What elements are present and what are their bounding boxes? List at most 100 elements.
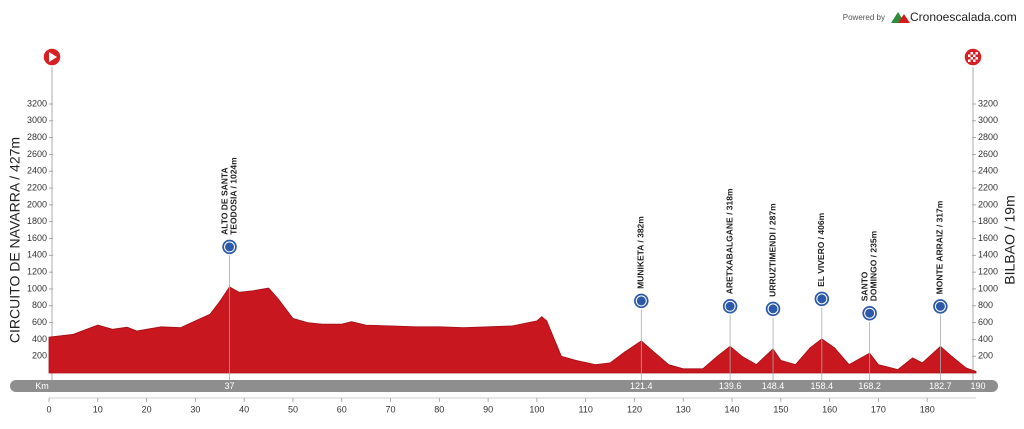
y-tick-label-left: 2000 bbox=[27, 199, 47, 209]
x-tick-label: 140 bbox=[725, 404, 740, 414]
climb-label: TEODOSIA / 1024m bbox=[228, 157, 238, 235]
climb-marker-ring bbox=[635, 295, 647, 307]
climb-marker bbox=[632, 292, 651, 310]
climb-marker bbox=[764, 300, 782, 318]
finish-icon bbox=[963, 47, 983, 67]
y-tick-label-left: 1800 bbox=[27, 216, 47, 226]
climb-marker-ring bbox=[934, 300, 946, 312]
x-tick-label: 160 bbox=[822, 404, 837, 414]
x-tick-label: 100 bbox=[529, 404, 544, 414]
climb-label: ARETXABALGANE / 318m bbox=[724, 188, 734, 294]
x-tick-label: 0 bbox=[46, 404, 51, 414]
profile-area bbox=[48, 286, 977, 374]
x-tick-label: 50 bbox=[288, 404, 298, 414]
y-tick-label-right: 2000 bbox=[978, 199, 998, 209]
km-bar-label: 37 bbox=[225, 381, 235, 391]
x-tick-label: 120 bbox=[627, 404, 642, 414]
climb-marker-ring bbox=[224, 241, 236, 253]
y-tick-label-left: 600 bbox=[32, 317, 47, 327]
climb-marker-circle bbox=[721, 297, 739, 316]
y-tick-label-right: 800 bbox=[978, 300, 993, 310]
climb-marker-circle bbox=[813, 290, 831, 308]
km-bar-label: 168.2 bbox=[858, 381, 881, 391]
climb-marker-circle bbox=[632, 292, 651, 310]
start-icon bbox=[42, 47, 62, 67]
brand-logo bbox=[891, 12, 910, 23]
x-tick-label: 150 bbox=[773, 404, 788, 414]
x-tick-label: 40 bbox=[239, 404, 249, 414]
brand: Cronoescalada.com bbox=[910, 10, 1017, 24]
y-tick-label-left: 1400 bbox=[27, 250, 47, 260]
y-tick-label-left: 2200 bbox=[27, 182, 47, 192]
climb-label: ALTO DE SANTA bbox=[219, 167, 229, 235]
km-bar bbox=[10, 380, 998, 392]
x-tick-label: 10 bbox=[93, 404, 103, 414]
y-tick-label-right: 600 bbox=[978, 317, 993, 327]
y-tick-label-left: 1200 bbox=[27, 267, 47, 277]
y-tick-label-left: 2400 bbox=[27, 166, 47, 176]
x-tick-label: 60 bbox=[337, 404, 347, 414]
climb-marker-ring bbox=[816, 293, 828, 305]
x-tick-label: 70 bbox=[386, 404, 396, 414]
climb-label: URRUZTIMENDI / 287m bbox=[767, 203, 777, 297]
climb-label: SANTO bbox=[859, 271, 869, 301]
km-bar-label: 139.6 bbox=[719, 381, 742, 391]
y-tick-label-left: 400 bbox=[32, 334, 47, 344]
x-tick-label: 130 bbox=[676, 404, 691, 414]
x-tick-label: 110 bbox=[579, 404, 593, 414]
km-bar-label: 148.4 bbox=[762, 381, 785, 391]
y-tick-label-right: 1600 bbox=[978, 233, 998, 243]
climb-marker-circle bbox=[764, 300, 782, 318]
y-tick-label-left: 2800 bbox=[27, 132, 47, 142]
y-tick-label-right: 1400 bbox=[978, 250, 998, 260]
y-tick-label-left: 3000 bbox=[27, 115, 47, 125]
y-tick-label-right: 3000 bbox=[978, 115, 998, 125]
y-tick-label-right: 2600 bbox=[978, 149, 998, 159]
y-tick-label-right: 3200 bbox=[978, 98, 998, 108]
climb-marker-circle bbox=[220, 238, 239, 256]
climb-marker bbox=[721, 297, 739, 316]
y-tick-label-right: 2400 bbox=[978, 166, 998, 176]
km-bar-label: 121.4 bbox=[630, 381, 653, 391]
climb-marker bbox=[813, 290, 831, 308]
climb-marker bbox=[220, 238, 239, 256]
climb-marker bbox=[931, 297, 950, 316]
km-bar-label: 182.7 bbox=[929, 381, 952, 391]
x-tick-label: 20 bbox=[142, 404, 152, 414]
y-tick-label-left: 1600 bbox=[27, 233, 47, 243]
climb-marker-ring bbox=[767, 303, 779, 315]
y-tick-label-right: 1800 bbox=[978, 216, 998, 226]
finish-label: BILBAO / 19m bbox=[1002, 195, 1018, 284]
climb-label: MONTE ARRAIZ / 317m bbox=[935, 200, 945, 294]
climb-marker-ring bbox=[864, 307, 876, 319]
y-tick-label-left: 3200 bbox=[27, 98, 47, 108]
climb-marker-circle bbox=[931, 297, 950, 316]
y-tick-label-right: 2200 bbox=[978, 182, 998, 192]
powered-by: Powered by bbox=[843, 13, 885, 22]
climb-label: DOMINGO / 235m bbox=[868, 230, 878, 301]
y-tick-label-left: 1000 bbox=[27, 283, 47, 293]
x-tick-label: 90 bbox=[483, 404, 493, 414]
climb-marker bbox=[860, 304, 879, 322]
y-tick-label-right: 2800 bbox=[978, 132, 998, 142]
climb-label: EL VIVERO / 406m bbox=[816, 212, 826, 286]
x-tick-label: 30 bbox=[190, 404, 200, 414]
x-tick-label: 80 bbox=[434, 404, 444, 414]
km-unit: Km bbox=[35, 381, 49, 391]
climb-marker-circle bbox=[860, 304, 879, 322]
y-tick-label-right: 1000 bbox=[978, 283, 998, 293]
y-tick-label-right: 400 bbox=[978, 334, 993, 344]
x-tick-label: 180 bbox=[920, 404, 935, 414]
y-tick-label-right: 1200 bbox=[978, 267, 998, 277]
start-label: CIRCUITO DE NAVARRA / 427m bbox=[7, 137, 23, 343]
km-bar-label: 158.4 bbox=[811, 381, 834, 391]
climb-label: MUNIKETA / 382m bbox=[636, 216, 646, 289]
climb-marker-ring bbox=[724, 300, 736, 312]
y-tick-label-left: 800 bbox=[32, 300, 47, 310]
km-bar-label: 190 bbox=[970, 381, 985, 391]
y-tick-label-left: 2600 bbox=[27, 149, 47, 159]
x-tick-label: 170 bbox=[871, 404, 886, 414]
y-tick-label-left: 200 bbox=[32, 351, 47, 361]
y-tick-label-right: 200 bbox=[978, 351, 993, 361]
